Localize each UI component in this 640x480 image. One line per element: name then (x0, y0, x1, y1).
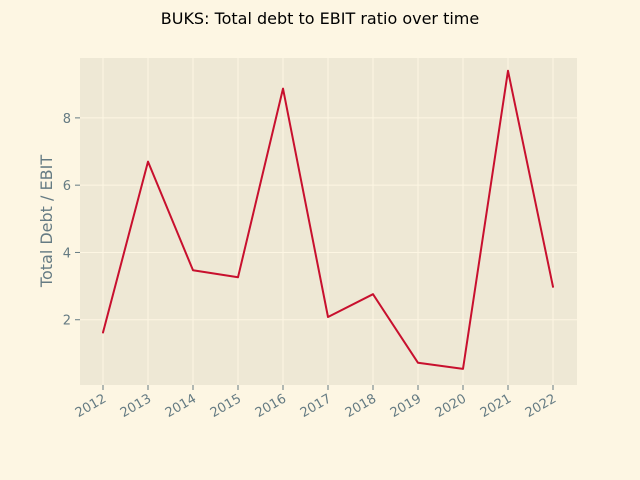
y-tick-label: 4 (63, 246, 71, 261)
x-tick-label: 2013 (118, 391, 154, 421)
series-line (102, 69, 554, 370)
x-tick-label: 2017 (298, 391, 334, 421)
y-tick-label: 2 (63, 314, 71, 329)
x-tick-label: 2022 (523, 391, 559, 421)
x-tick-label: 2015 (208, 391, 244, 421)
x-tick-label: 2012 (73, 391, 109, 421)
x-tick-label: 2018 (343, 391, 379, 421)
series-layer (102, 69, 554, 370)
x-tick-label: 2021 (478, 391, 514, 421)
grid-lines (80, 58, 577, 385)
x-tick-label: 2020 (433, 391, 469, 421)
x-tick-label: 2014 (163, 391, 199, 421)
y-tick-label: 8 (63, 112, 71, 127)
chart-title: BUKS: Total debt to EBIT ratio over time (161, 9, 479, 28)
x-tick-label: 2016 (253, 391, 289, 421)
y-tick-label: 6 (63, 179, 71, 194)
y-axis-label: Total Debt / EBIT (37, 155, 56, 288)
x-tick-label: 2019 (388, 391, 424, 421)
